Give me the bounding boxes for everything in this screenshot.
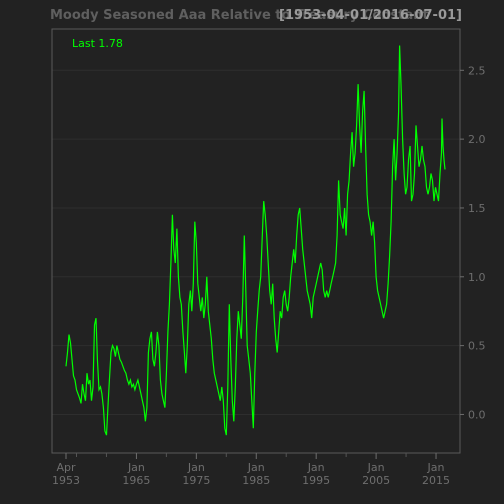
x-tick-label: Jan 2015 [422,461,450,487]
x-axis: Apr 1953 Jan 1965 Jan 1975 Jan 1985 Jan 1995 Jan 20… [52,453,450,487]
y-tick-label: 0.5 [468,340,486,353]
last-value-label: Last 1.78 [72,37,123,50]
series-line [65,45,446,436]
chart-title: Moody Seasoned Aaa Relative to Treasury … [50,8,429,23]
x-tick-label: Jan 1995 [302,461,330,487]
x-tick-label: Jan 1965 [122,461,150,487]
x-tick-label: Jan 1985 [242,461,270,487]
x-tick-label: Jan 2005 [362,461,390,487]
y-axis: 0.0 0.5 1.0 1.5 2.0 2.5 [460,64,486,421]
x-tick-label: Jan 1975 [182,461,210,487]
x-tick-label: Apr 1953 [52,461,80,487]
y-tick-label: 0.0 [468,408,486,421]
chart-date-range: [1953-04-01/2016-07-01] [279,8,462,23]
y-tick-label: 2.0 [468,133,486,146]
y-tick-label: 2.5 [468,64,486,77]
y-tick-label: 1.5 [468,202,486,215]
y-tick-label: 1.0 [468,271,486,284]
